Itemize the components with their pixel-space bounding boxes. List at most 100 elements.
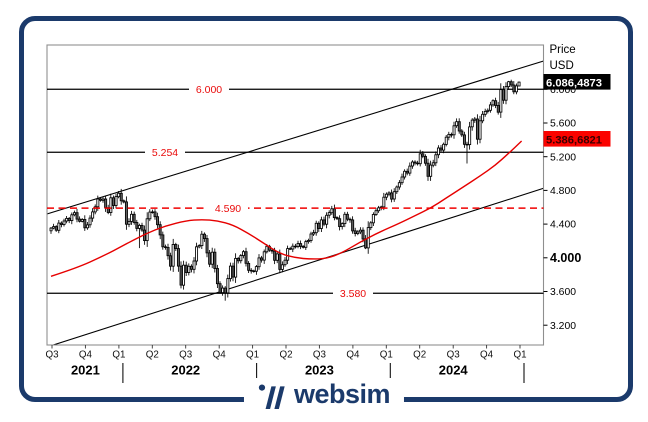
candle-body <box>478 120 482 140</box>
candle-body <box>288 248 292 250</box>
candle-body <box>49 227 53 232</box>
candle-body <box>148 211 152 220</box>
candle-body <box>195 246 199 262</box>
candle-body <box>343 213 347 225</box>
price-axis-currency: USD <box>550 60 574 72</box>
quarter-label: Q1 <box>513 350 526 361</box>
candle-body <box>247 262 251 271</box>
candle-body <box>137 224 141 229</box>
candle-body <box>304 241 308 248</box>
candle-body <box>309 233 313 241</box>
ma-price-badge-bg <box>543 131 611 147</box>
candle-body <box>59 222 63 225</box>
candle-body <box>434 154 438 164</box>
candle-body <box>174 244 178 250</box>
candle-body <box>96 198 100 208</box>
candle-body <box>465 143 469 146</box>
candle-body <box>236 257 240 262</box>
candle-body <box>91 211 95 219</box>
year-label: 2022 <box>171 363 200 378</box>
candle-body <box>283 259 287 266</box>
candle-body <box>127 220 131 225</box>
candle-body <box>150 211 154 214</box>
ma-price-value: 5.386,6821 <box>546 134 602 146</box>
candle-body <box>70 214 74 221</box>
candle-body <box>262 251 266 261</box>
candle-body <box>158 224 162 236</box>
candle-body <box>182 264 186 286</box>
quarter-label: Q4 <box>79 350 93 361</box>
candle-body <box>153 211 157 218</box>
year-label: 2023 <box>305 363 334 378</box>
candle-body <box>405 170 409 174</box>
quarter-label: Q1 <box>380 350 393 361</box>
candle-body <box>374 210 378 215</box>
quarter-label: Q4 <box>480 350 494 361</box>
price-tick-label: 4.800 <box>550 186 576 197</box>
candle-body <box>395 186 399 193</box>
candle-body <box>122 200 126 203</box>
candle-body <box>130 213 134 222</box>
candle-body <box>353 230 357 234</box>
candle-body <box>421 153 425 157</box>
price-tick-label: 4.400 <box>550 220 576 231</box>
candle-body <box>156 216 160 226</box>
candle-body <box>457 121 461 132</box>
candle-body <box>215 268 219 285</box>
candle-body <box>83 219 87 229</box>
level-label-4.590: 4.590 <box>215 203 241 215</box>
price-tick-label: 4.000 <box>550 251 581 265</box>
candle-body <box>166 246 170 257</box>
candle-body <box>408 165 412 174</box>
candle-body <box>436 147 440 156</box>
candle-body <box>312 232 316 235</box>
candle-body <box>470 119 474 128</box>
candle-body <box>452 125 456 136</box>
candle-body <box>275 253 279 261</box>
candle-body <box>431 162 435 166</box>
candle-body <box>101 198 105 201</box>
candle-body <box>314 222 318 234</box>
candle-body <box>226 278 230 294</box>
candle-body <box>257 257 261 268</box>
candle-body <box>403 170 407 178</box>
candle-body <box>161 234 165 248</box>
candle-body <box>306 240 310 243</box>
candle-body <box>184 264 188 273</box>
candle-body <box>187 265 191 273</box>
candle-body <box>483 110 487 115</box>
candle-body <box>423 155 427 164</box>
candle-body <box>119 192 123 202</box>
candle-body <box>317 222 321 229</box>
level-label-5.254: 5.254 <box>152 147 178 159</box>
candle-body <box>499 89 503 113</box>
candle-body <box>65 217 69 222</box>
websim-slashes-icon <box>258 384 285 409</box>
candle-body <box>351 219 355 232</box>
price-tick-label: 6.000 <box>550 85 576 96</box>
candle-body <box>442 143 446 151</box>
candle-body <box>382 196 386 208</box>
quarter-label: Q3 <box>313 350 327 361</box>
candle-body <box>192 260 196 270</box>
quarter-label: Q1 <box>112 350 125 361</box>
price-tick-label: 5.600 <box>550 119 576 130</box>
candle-body <box>200 233 204 247</box>
candle-body <box>377 207 381 212</box>
candle-body <box>252 270 256 273</box>
candle-body <box>462 134 466 145</box>
candle-body <box>449 133 453 136</box>
candle-body <box>293 245 297 248</box>
year-label: 2024 <box>439 363 469 378</box>
candle-body <box>52 226 56 229</box>
candle-body <box>265 245 269 253</box>
candle-body <box>338 218 342 228</box>
candle-body <box>504 86 508 101</box>
level-label-6.000: 6.000 <box>196 84 222 96</box>
candle-body <box>62 220 66 225</box>
candle-body <box>481 113 485 122</box>
candle-body <box>410 161 414 167</box>
candle-body <box>486 109 490 112</box>
candle-body <box>124 201 128 225</box>
